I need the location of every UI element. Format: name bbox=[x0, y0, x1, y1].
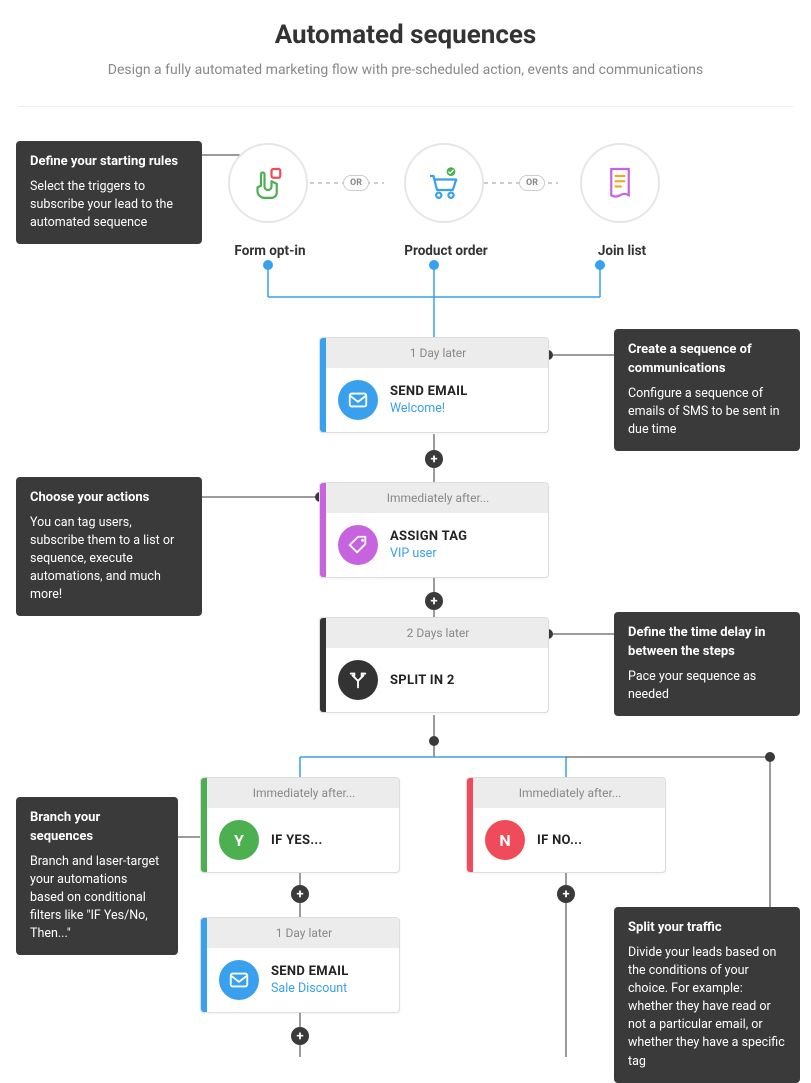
add-step-button[interactable]: + bbox=[425, 592, 443, 610]
card-timing: 1 Day later bbox=[320, 338, 548, 368]
trigger-label: Product order bbox=[376, 243, 516, 259]
tooltip-body: Divide your leads based on the condition… bbox=[628, 944, 786, 1071]
doc-icon bbox=[599, 162, 641, 204]
tooltip-starting-rules: Define your starting rules Select the tr… bbox=[16, 141, 202, 244]
card-accent bbox=[320, 338, 326, 432]
cart-icon bbox=[423, 162, 465, 204]
tooltip-branch-sequences: Branch your sequences Branch and laser-t… bbox=[16, 797, 178, 955]
trigger-label: Join list bbox=[552, 243, 692, 259]
connector-dot bbox=[429, 260, 439, 270]
connector-dot bbox=[595, 260, 605, 270]
trigger-label: Form opt-in bbox=[200, 243, 340, 259]
card-title: SPLIT IN 2 bbox=[390, 673, 455, 688]
add-step-button[interactable]: + bbox=[291, 1027, 309, 1045]
connector-dot bbox=[263, 260, 273, 270]
trigger-product-order[interactable]: Product order bbox=[404, 143, 484, 223]
step-split[interactable]: 2 Days later SPLIT IN 2 bbox=[319, 617, 549, 713]
leader-dot bbox=[429, 736, 439, 746]
page-header: Automated sequences Design a fully autom… bbox=[0, 0, 811, 106]
tooltip-title: Branch your sequences bbox=[30, 809, 164, 847]
card-subtitle: Sale Discount bbox=[271, 981, 349, 996]
page-title: Automated sequences bbox=[20, 20, 791, 50]
tooltip-sequence-comms: Create a sequence of communications Conf… bbox=[614, 329, 800, 451]
trigger-row: Form opt-in OR Product order OR Join lis… bbox=[228, 143, 660, 223]
or-badge: OR bbox=[343, 175, 369, 191]
step-send-email-2[interactable]: 1 Day later SEND EMAIL Sale Discount bbox=[200, 917, 400, 1013]
email-icon bbox=[219, 960, 259, 1000]
card-title: IF NO... bbox=[537, 833, 582, 848]
branch-yes[interactable]: Immediately after... Y IF YES... bbox=[200, 777, 400, 873]
card-title: SEND EMAIL bbox=[390, 384, 468, 399]
tooltip-body: Branch and laser-target your automations… bbox=[30, 853, 164, 944]
step-assign-tag[interactable]: Immediately after... ASSIGN TAG VIP user bbox=[319, 482, 549, 578]
divider bbox=[18, 106, 793, 107]
card-accent bbox=[320, 618, 326, 712]
card-subtitle: VIP user bbox=[390, 546, 467, 561]
email-icon bbox=[338, 380, 378, 420]
add-step-button[interactable]: + bbox=[425, 450, 443, 468]
tooltip-body: Pace your sequence as needed bbox=[628, 668, 786, 704]
or-badge: OR bbox=[519, 175, 545, 191]
card-accent bbox=[467, 778, 473, 872]
tooltip-time-delay: Define the time delay in between the ste… bbox=[614, 612, 800, 716]
card-title: IF YES... bbox=[271, 833, 323, 848]
tooltip-body: Select the triggers to subscribe your le… bbox=[30, 178, 188, 232]
card-accent bbox=[201, 918, 207, 1012]
tooltip-body: You can tag users, subscribe them to a l… bbox=[30, 514, 188, 605]
tag-icon bbox=[338, 525, 378, 565]
card-timing: 2 Days later bbox=[320, 618, 548, 648]
trigger-join-list[interactable]: Join list bbox=[580, 143, 660, 223]
card-accent bbox=[320, 483, 326, 577]
card-accent bbox=[201, 778, 207, 872]
tooltip-title: Split your traffic bbox=[628, 919, 786, 938]
tooltip-body: Configure a sequence of emails of SMS to… bbox=[628, 385, 786, 439]
flow-canvas: Define your starting rules Select the tr… bbox=[0, 137, 811, 1067]
tap-icon bbox=[247, 162, 289, 204]
no-badge: N bbox=[485, 820, 525, 860]
card-timing: Immediately after... bbox=[467, 778, 665, 808]
tooltip-title: Define your starting rules bbox=[30, 153, 188, 172]
tooltip-choose-actions: Choose your actions You can tag users, s… bbox=[16, 477, 202, 616]
card-timing: 1 Day later bbox=[201, 918, 399, 948]
add-step-button[interactable]: + bbox=[557, 885, 575, 903]
card-title: ASSIGN TAG bbox=[390, 529, 467, 544]
split-icon bbox=[338, 660, 378, 700]
card-timing: Immediately after... bbox=[201, 778, 399, 808]
tooltip-title: Define the time delay in between the ste… bbox=[628, 624, 786, 662]
card-subtitle: Welcome! bbox=[390, 401, 468, 416]
tooltip-title: Create a sequence of communications bbox=[628, 341, 786, 379]
add-step-button[interactable]: + bbox=[291, 885, 309, 903]
leader-dot bbox=[765, 752, 775, 762]
card-title: SEND EMAIL bbox=[271, 964, 349, 979]
branch-no[interactable]: Immediately after... N IF NO... bbox=[466, 777, 666, 873]
trigger-form-optin[interactable]: Form opt-in bbox=[228, 143, 308, 223]
step-send-email-1[interactable]: 1 Day later SEND EMAIL Welcome! bbox=[319, 337, 549, 433]
tooltip-title: Choose your actions bbox=[30, 489, 188, 508]
yes-badge: Y bbox=[219, 820, 259, 860]
card-timing: Immediately after... bbox=[320, 483, 548, 513]
page-subtitle: Design a fully automated marketing flow … bbox=[20, 62, 791, 78]
tooltip-split-traffic: Split your traffic Divide your leads bas… bbox=[614, 907, 800, 1083]
